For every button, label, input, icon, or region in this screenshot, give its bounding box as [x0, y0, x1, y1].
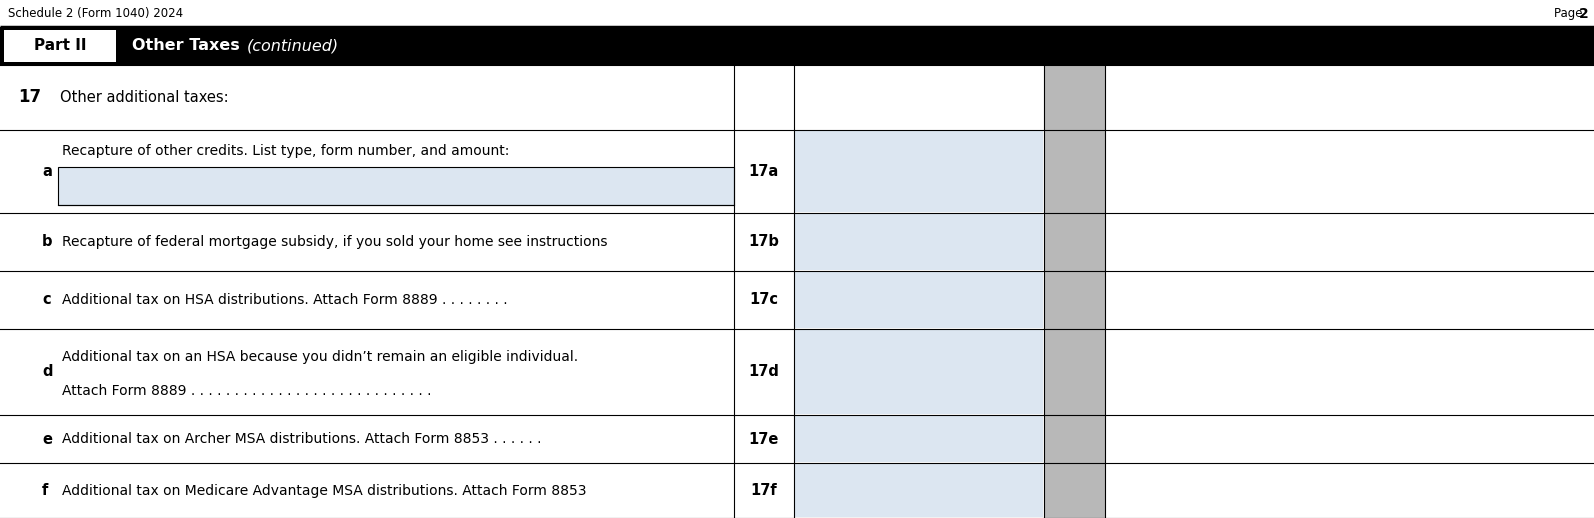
Text: (continued): (continued)	[247, 38, 340, 53]
Text: Page: Page	[1554, 7, 1586, 21]
Text: 17f: 17f	[751, 483, 778, 498]
Bar	[0, 27, 1594, 65]
Text: 17e: 17e	[749, 431, 779, 447]
Bar	[795, 330, 1042, 414]
Text: Other additional taxes:: Other additional taxes:	[61, 90, 228, 105]
Text: 17d: 17d	[749, 365, 779, 380]
Bar	[795, 464, 1042, 517]
Text: d: d	[41, 365, 53, 380]
Text: b: b	[41, 235, 53, 250]
Text: 2: 2	[1580, 7, 1589, 21]
Text: 17a: 17a	[749, 164, 779, 179]
Text: Additional tax on Medicare Advantage MSA distributions. Attach Form 8853: Additional tax on Medicare Advantage MSA…	[62, 483, 587, 497]
Text: a: a	[41, 164, 53, 179]
Text: Additional tax on Archer MSA distributions. Attach Form 8853 . . . . . .: Additional tax on Archer MSA distributio…	[62, 432, 542, 446]
Text: Other Taxes: Other Taxes	[132, 38, 245, 53]
Bar	[5, 30, 116, 62]
Text: 17b: 17b	[749, 235, 779, 250]
Text: f: f	[41, 483, 48, 498]
Bar	[57, 166, 733, 205]
Text: Attach Form 8889 . . . . . . . . . . . . . . . . . . . . . . . . . . . .: Attach Form 8889 . . . . . . . . . . . .…	[62, 384, 432, 398]
Text: Additional tax on an HSA because you didn’t remain an eligible individual.: Additional tax on an HSA because you did…	[62, 350, 579, 364]
Text: Schedule 2 (Form 1040) 2024: Schedule 2 (Form 1040) 2024	[8, 7, 183, 21]
Text: Part II: Part II	[33, 38, 86, 53]
Text: c: c	[41, 293, 51, 308]
Bar	[795, 272, 1042, 328]
Text: Recapture of federal mortgage subsidy, if you sold your home see instructions: Recapture of federal mortgage subsidy, i…	[62, 235, 607, 249]
Text: e: e	[41, 431, 53, 447]
Text: 17c: 17c	[749, 293, 778, 308]
Text: Recapture of other credits. List type, form number, and amount:: Recapture of other credits. List type, f…	[62, 144, 510, 158]
Text: Additional tax on HSA distributions. Attach Form 8889 . . . . . . . .: Additional tax on HSA distributions. Att…	[62, 293, 507, 307]
Bar	[795, 416, 1042, 462]
Bar	[1044, 65, 1105, 518]
Bar	[795, 131, 1042, 212]
Text: 17: 17	[18, 89, 41, 107]
Bar	[795, 214, 1042, 270]
